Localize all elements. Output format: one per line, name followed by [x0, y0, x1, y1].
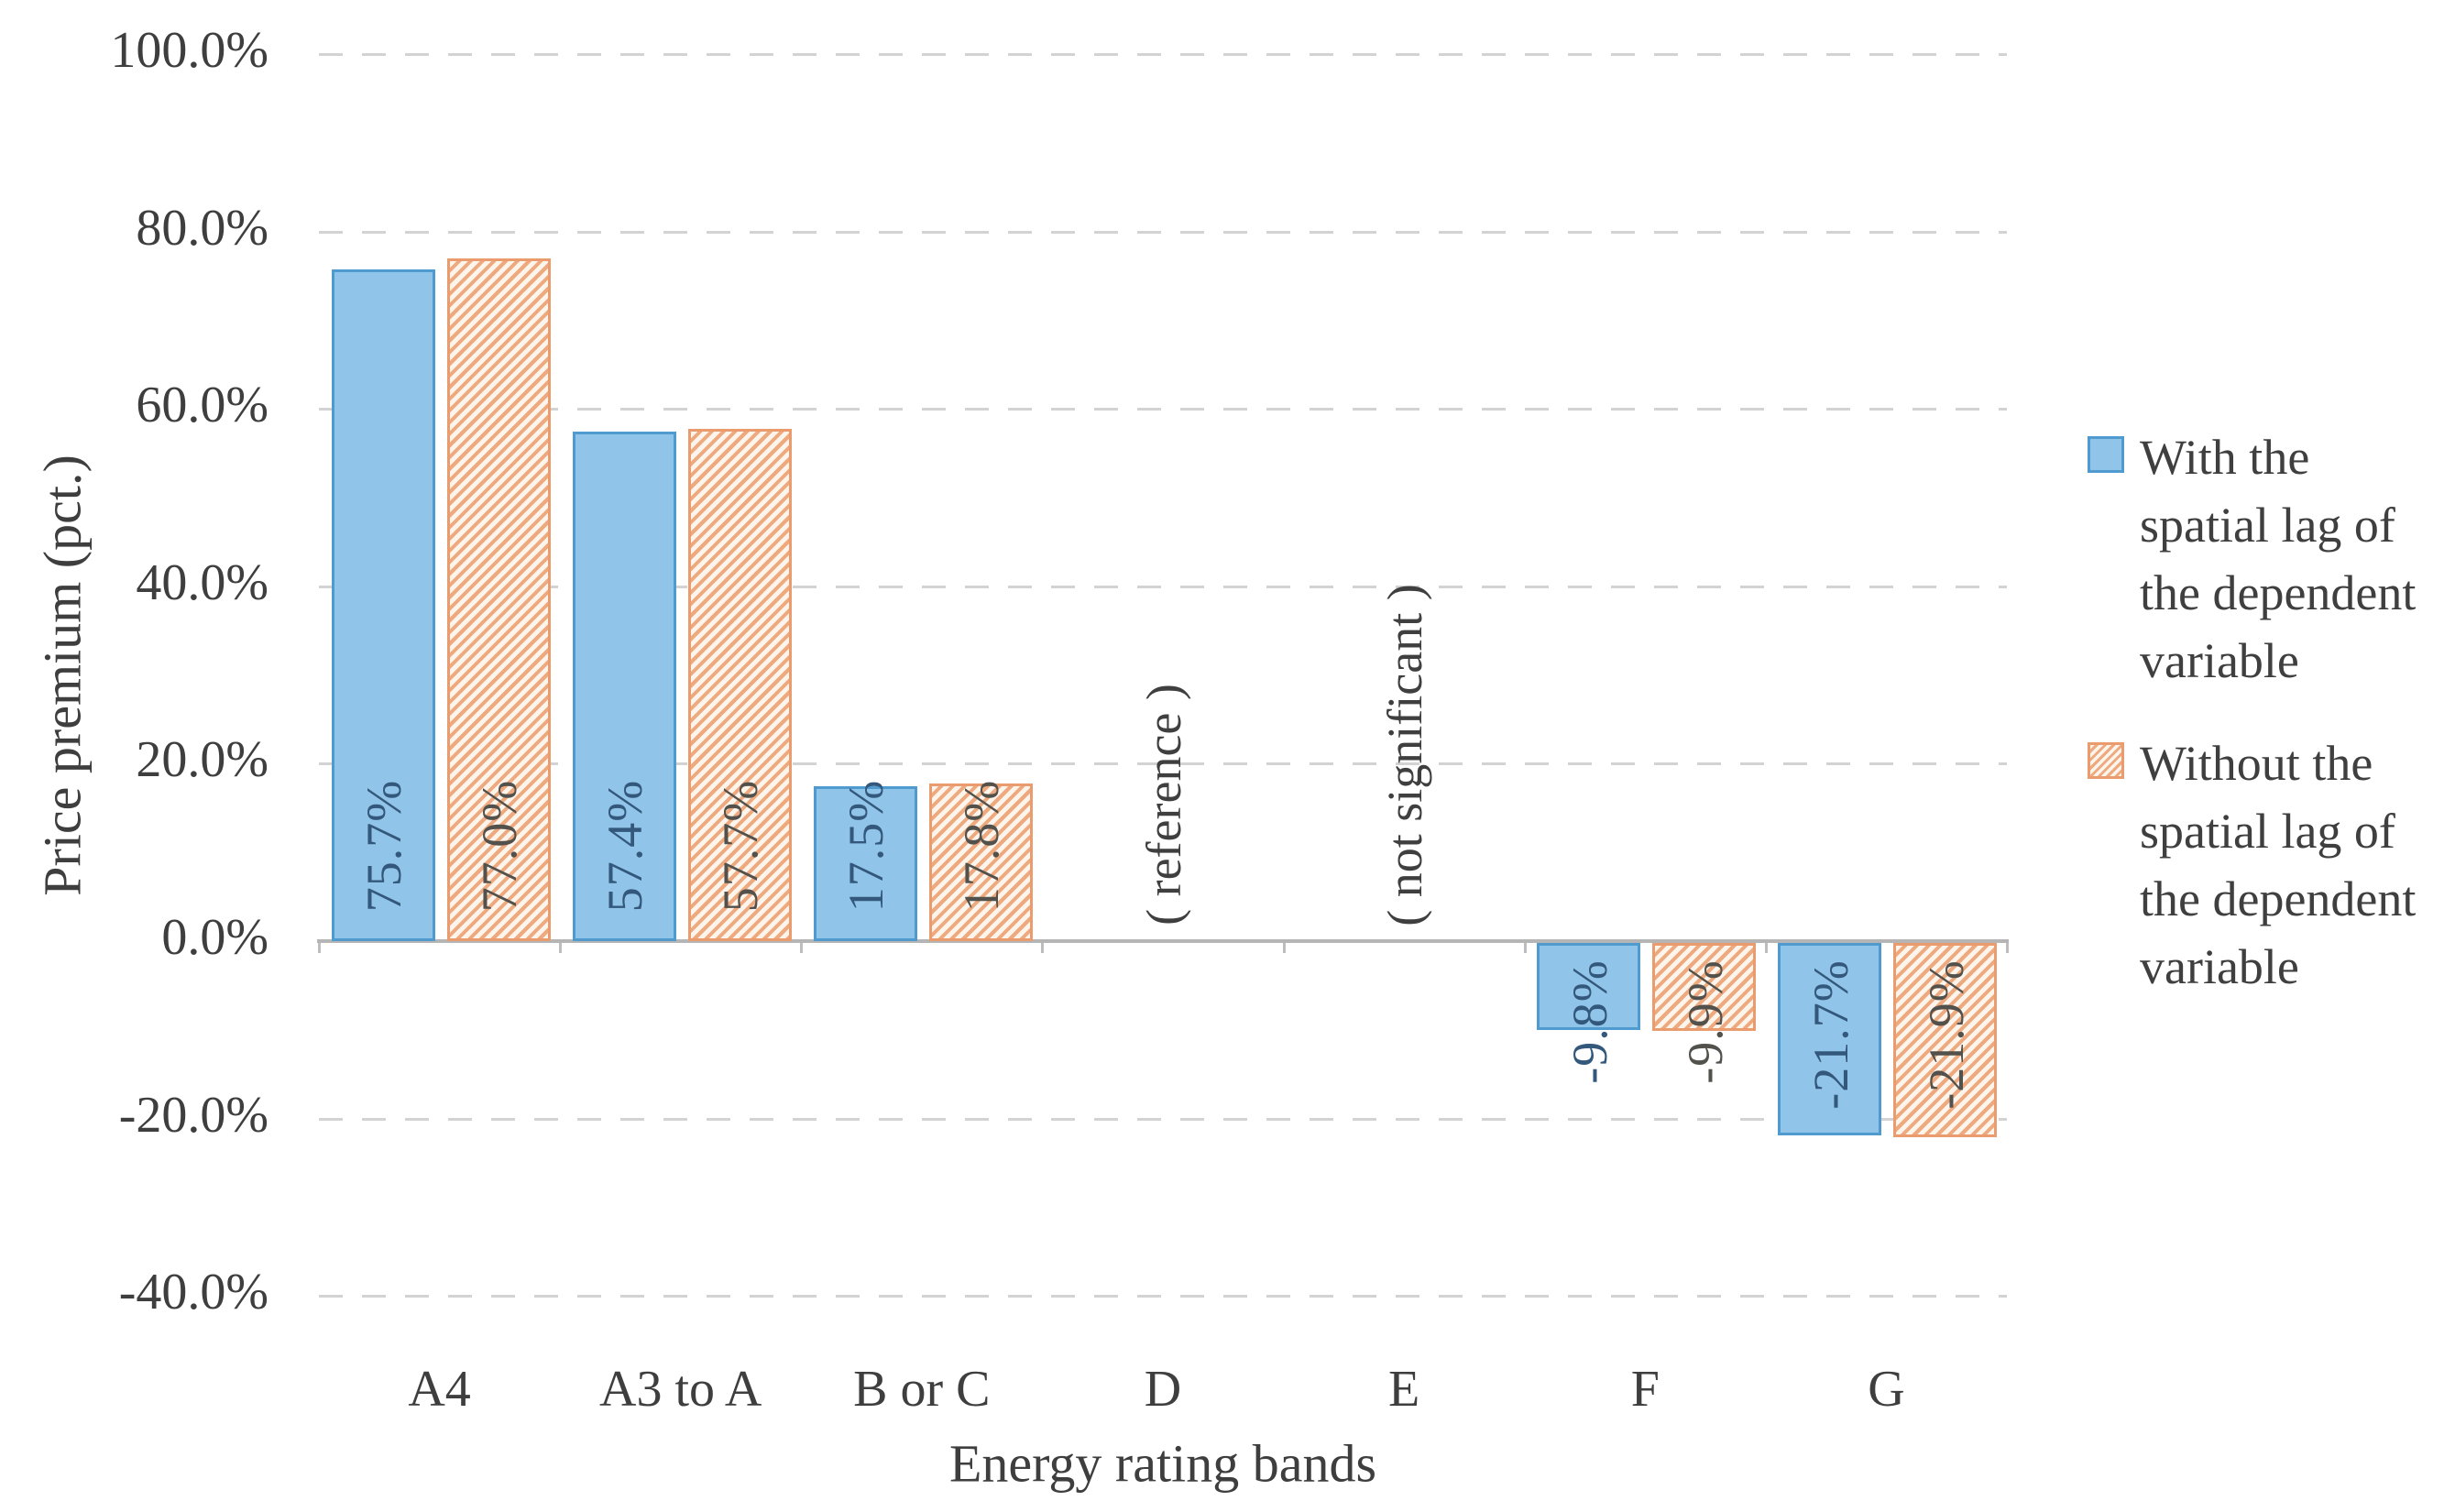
bar-b-or-c-without-lag — [928, 783, 1033, 941]
y-axis-title: Price premium (pct.) — [32, 455, 93, 896]
bar-value-label-g-without-lag: -21.9% — [1918, 959, 1974, 1110]
legend-entry-with-lag: With the spatial lag of the dependent va… — [2088, 423, 2436, 695]
x-axis-zero-line — [317, 939, 2009, 943]
category-label-e: E — [1388, 1361, 1420, 1418]
bar-value-label-f-without-lag: -9.9% — [1677, 959, 1733, 1084]
bar-g-without-lag — [1893, 943, 1998, 1137]
bar-a3-to-a-with-lag — [572, 432, 676, 941]
y-tick--40.0%: -40.0% — [118, 1264, 269, 1321]
category-label-a4: A4 — [408, 1361, 471, 1418]
bar-value-label-a3-to-a-with-lag: 57.4% — [597, 779, 653, 913]
legend-key-hatched-orange — [2088, 742, 2124, 779]
category-label-g: G — [1868, 1361, 1905, 1418]
category-boundary-tick — [2006, 943, 2009, 953]
legend-label-without-lag: Without the spatial lag of the dependent… — [2140, 736, 2417, 994]
category-boundary-tick — [559, 943, 563, 953]
bar-a4-with-lag — [331, 269, 435, 941]
legend-key-solid-blue — [2088, 436, 2124, 473]
gridline-60.0% — [319, 408, 2007, 411]
bar-value-label-a4-without-lag: 77.0% — [472, 779, 528, 913]
y-tick-20.0%: 20.0% — [136, 731, 269, 789]
annotation-d-reference: ( reference ) — [1136, 684, 1191, 926]
category-label-f: F — [1630, 1361, 1660, 1418]
gridline-20.0% — [319, 762, 2007, 766]
legend-label-with-lag: With the spatial lag of the dependent va… — [2140, 430, 2417, 688]
bar-a4-without-lag — [446, 257, 551, 941]
bar-value-label-b-or-c-without-lag: 17.8% — [954, 779, 1010, 913]
bar-value-label-g-with-lag: -21.7% — [1803, 959, 1858, 1110]
gridline-80.0% — [319, 230, 2007, 234]
category-boundary-tick — [1523, 943, 1527, 953]
bar-value-label-a3-to-a-without-lag: 57.7% — [713, 779, 769, 913]
legend-entry-without-lag: Without the spatial lag of the dependent… — [2088, 729, 2436, 1001]
y-tick-100.0%: 100.0% — [110, 22, 269, 79]
x-axis-title: Energy rating bands — [948, 1433, 1377, 1494]
y-tick--20.0%: -20.0% — [118, 1086, 269, 1144]
gridline-40.0% — [319, 585, 2007, 588]
bar-value-label-a4-with-lag: 75.7% — [356, 779, 412, 913]
y-tick-80.0%: 80.0% — [136, 199, 269, 257]
y-tick-40.0%: 40.0% — [136, 553, 269, 611]
gridline--20.0% — [319, 1117, 2007, 1121]
category-label-b-or-c: B or C — [853, 1361, 991, 1418]
annotation-e-not-significant: ( not significant ) — [1377, 583, 1433, 926]
bar-f-with-lag — [1537, 943, 1641, 1030]
category-boundary-tick — [800, 943, 804, 953]
bar-value-label-f-with-lag: -9.8% — [1562, 959, 1617, 1084]
category-boundary-tick — [1764, 943, 1768, 953]
bar-b-or-c-with-lag — [813, 785, 917, 941]
category-boundary-tick — [1282, 943, 1286, 953]
bar-value-label-b-or-c-with-lag: 17.5% — [838, 779, 894, 913]
category-label-d: D — [1144, 1361, 1182, 1418]
gridline-100.0% — [319, 53, 2007, 56]
category-boundary-tick — [1041, 943, 1045, 953]
bar-a3-to-a-without-lag — [687, 429, 792, 941]
category-boundary-tick — [318, 943, 321, 953]
y-tick-60.0%: 60.0% — [136, 377, 269, 434]
bar-f-without-lag — [1652, 943, 1757, 1031]
bar-g-with-lag — [1778, 943, 1882, 1136]
legend: With the spatial lag of the dependent va… — [2088, 423, 2436, 1001]
gridline--40.0% — [319, 1295, 2007, 1298]
y-tick-0.0%: 0.0% — [161, 909, 269, 966]
category-label-a3-to-a: A3 to A — [599, 1361, 762, 1418]
